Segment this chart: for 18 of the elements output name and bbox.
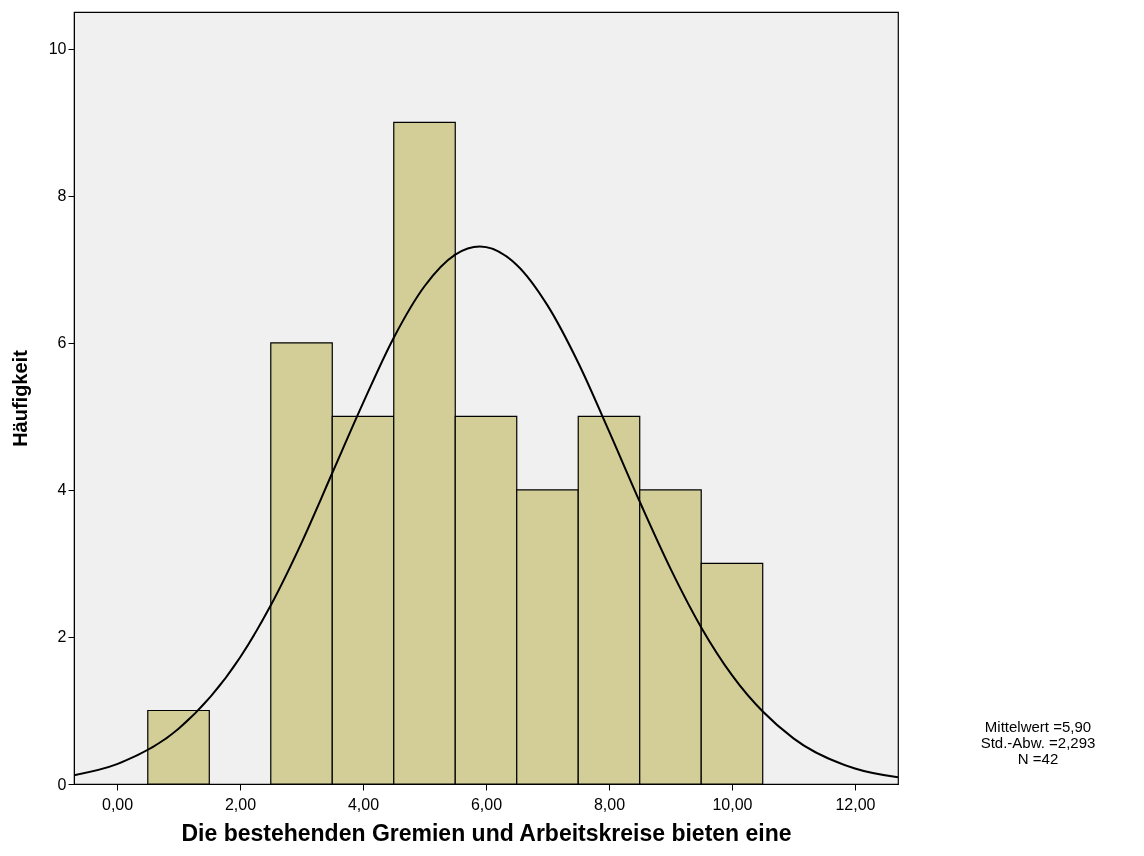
y-tick-label: 0 — [57, 775, 67, 793]
text: Std.-Abw. =2,293 — [980, 734, 1096, 751]
x-tick-label: 0,00 — [101, 795, 134, 813]
x-tick-label: 4,00 — [347, 795, 380, 813]
y-tick-label: 10 — [48, 40, 67, 58]
x-tick-label: 2,00 — [224, 795, 257, 813]
y-axis-title: Häufigkeit — [8, 349, 31, 447]
text: N =42 — [1017, 750, 1059, 767]
x-tick-label: 6,00 — [470, 795, 503, 813]
x-tick-label: 10,00 — [712, 795, 753, 813]
x-tick-label: 12,00 — [835, 795, 876, 813]
y-tick-label: 2 — [57, 628, 67, 646]
x-tick-label: 8,00 — [593, 795, 626, 813]
y-tick-label: 8 — [57, 187, 67, 205]
x-axis-title: Die bestehenden Gremien und Arbeitskreise bieten eine — [181, 819, 792, 846]
y-tick-label: 6 — [57, 334, 67, 352]
text: Mittelwert =5,90 — [984, 718, 1092, 735]
y-tick-label: 4 — [57, 481, 67, 499]
